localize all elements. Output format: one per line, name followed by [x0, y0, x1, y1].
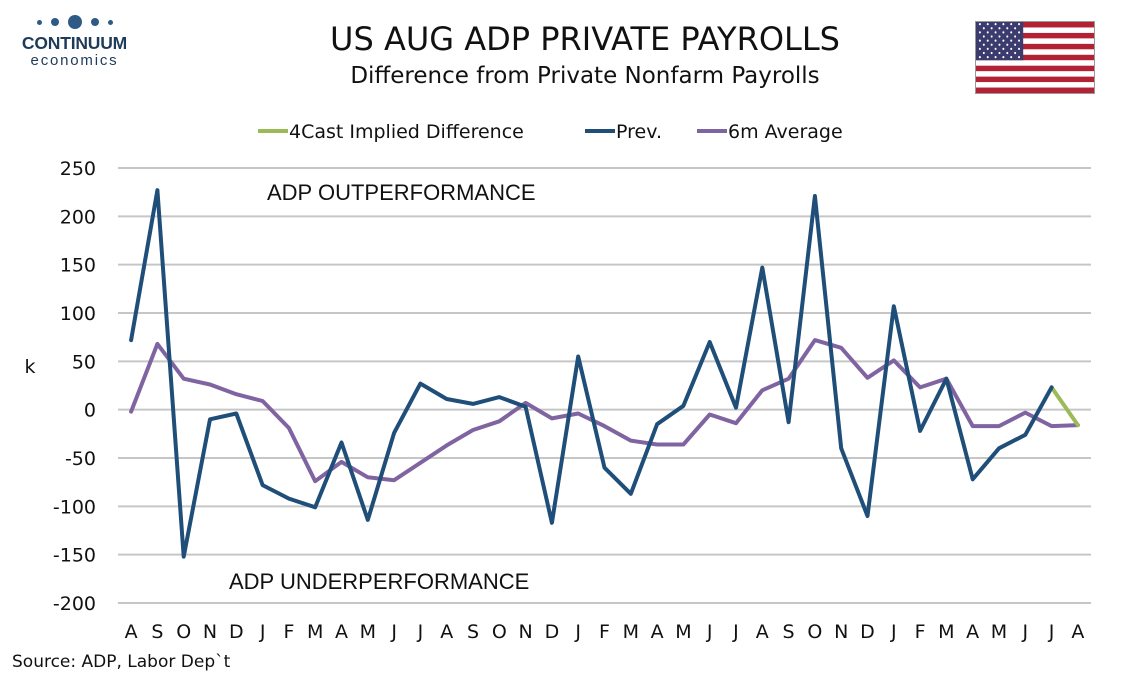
x-tick-label: D — [860, 621, 875, 643]
x-tick-label: M — [360, 621, 376, 643]
x-tick-label: J — [417, 621, 424, 643]
x-tick-label: A — [125, 621, 138, 643]
x-tick-label: J — [732, 621, 739, 643]
x-tick-label: M — [991, 621, 1007, 643]
legend: 4Cast Implied Difference Prev. 6m Average — [258, 121, 843, 143]
source-note: Source: ADP, Labor Dep`t — [12, 652, 231, 672]
x-tick-label: S — [783, 621, 795, 643]
x-tick-label: A — [440, 621, 453, 643]
x-tick-label: J — [890, 621, 897, 643]
series-line-4cast-implied-difference — [1049, 385, 1080, 428]
x-tick-label: J — [1048, 621, 1055, 643]
x-tick-label: O — [807, 621, 822, 643]
x-tick-label: N — [834, 621, 848, 643]
us-flag-icon — [975, 21, 1095, 94]
y-tick-label: 0 — [84, 400, 96, 422]
series-line-prev — [129, 188, 1054, 559]
x-tick-label: J — [259, 621, 266, 643]
x-tick-label: J — [706, 621, 713, 643]
y-axis-label: k — [24, 356, 35, 378]
y-tick-label: -200 — [53, 593, 96, 615]
x-tick-label: O — [176, 621, 191, 643]
x-tick-label: J — [1021, 621, 1028, 643]
x-tick-label: A — [651, 621, 664, 643]
legend-label: Prev. — [616, 121, 662, 143]
y-tick-label: -100 — [53, 496, 96, 518]
logo-subtitle: economics — [30, 52, 119, 69]
x-tick-label: A — [756, 621, 769, 643]
x-tick-label: F — [915, 621, 926, 643]
x-tick-label: F — [599, 621, 610, 643]
x-tick-label: S — [151, 621, 163, 643]
x-tick-label: O — [492, 621, 507, 643]
x-tick-label: M — [307, 621, 323, 643]
x-tick-label: D — [545, 621, 560, 643]
x-tick-label: F — [283, 621, 294, 643]
x-tick-label: S — [467, 621, 479, 643]
logo-dots-icon — [12, 14, 137, 30]
x-tick-label: J — [390, 621, 397, 643]
legend-label: 4Cast Implied Difference — [289, 121, 524, 143]
x-tick-label: A — [335, 621, 348, 643]
y-tick-label: 250 — [60, 158, 96, 180]
x-tick-label: M — [623, 621, 639, 643]
x-tick-label: N — [203, 621, 217, 643]
y-tick-label: -50 — [65, 448, 96, 470]
logo-name: CONTINUUM — [21, 33, 128, 53]
y-tick-label: 50 — [72, 351, 96, 373]
annotation-underperformance: ADP UNDERPERFORMANCE — [229, 569, 529, 594]
x-tick-label: M — [675, 621, 691, 643]
y-tick-label: 150 — [60, 255, 96, 277]
x-tick-label: M — [938, 621, 954, 643]
y-tick-label: 200 — [60, 206, 96, 228]
chart-subtitle: Difference from Private Nonfarm Payrolls — [350, 63, 820, 89]
x-tick-label: J — [574, 621, 581, 643]
annotation-outperformance: ADP OUTPERFORMANCE — [267, 180, 536, 205]
y-tick-label: -150 — [53, 545, 96, 567]
y-tick-label: 100 — [60, 303, 96, 325]
continuum-logo: CONTINUUM economics — [12, 14, 137, 69]
chart-title: US AUG ADP PRIVATE PAYROLLS — [330, 20, 840, 58]
x-tick-label: A — [1071, 621, 1084, 643]
x-tick-label: A — [966, 621, 979, 643]
legend-label: 6m Average — [728, 121, 843, 143]
x-tick-label: D — [229, 621, 244, 643]
series-line-6m-average — [129, 338, 1080, 484]
x-tick-label: N — [518, 621, 532, 643]
